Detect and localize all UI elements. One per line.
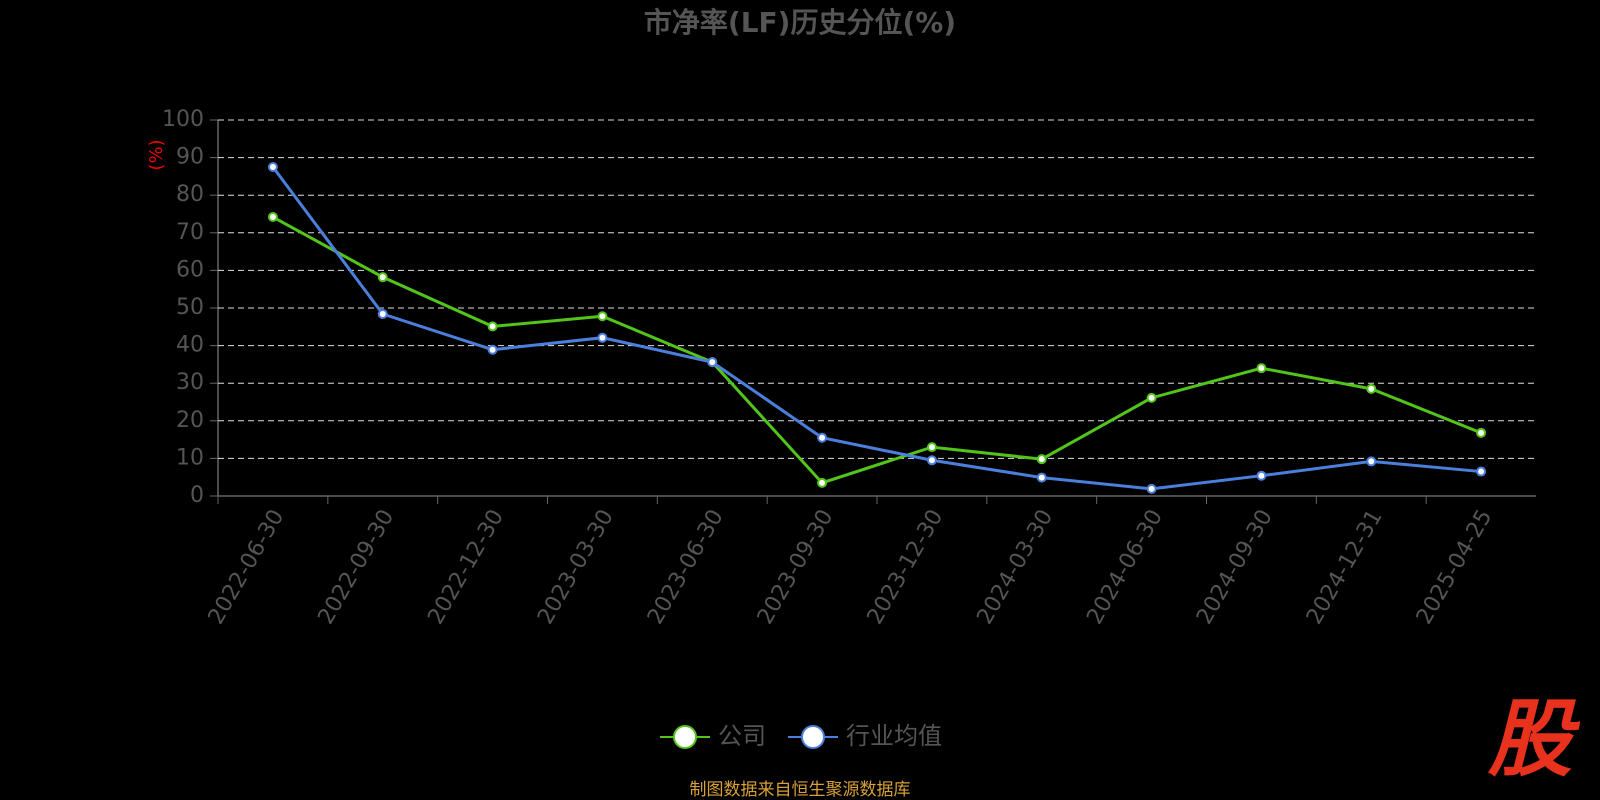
legend-label: 行业均值: [846, 722, 942, 750]
chart-title: 市净率(LF)历史分位(%): [644, 6, 956, 39]
source-note: 制图数据来自恒生聚源数据库: [690, 780, 911, 800]
x-tick-label: 2023-03-30: [533, 506, 619, 629]
legend-marker: [673, 725, 697, 749]
x-tick-label: 2024-06-30: [1082, 506, 1168, 629]
data-point: [1036, 454, 1047, 465]
y-tick-label: 70: [176, 220, 204, 245]
x-tick-label: 2025-04-25: [1412, 506, 1498, 629]
data-point: [267, 162, 278, 172]
y-tick-label: 60: [176, 257, 204, 282]
y-tick-label: 10: [176, 445, 204, 470]
x-tick-label: 2022-06-30: [204, 506, 290, 629]
y-axis-label: (%): [146, 139, 167, 170]
data-point: [597, 311, 608, 322]
data-point: [1146, 483, 1157, 494]
series-line: [272, 215, 1482, 485]
data-point: [1146, 392, 1157, 403]
y-tick-label: 100: [162, 107, 204, 132]
data-point: [597, 332, 608, 343]
x-tick-label: 2022-12-30: [423, 506, 509, 629]
legend-marker: [801, 725, 825, 749]
data-point: [926, 455, 937, 466]
x-tick-label: 2022-09-30: [314, 506, 400, 629]
y-tick-label: 20: [176, 408, 204, 433]
data-point: [1256, 470, 1267, 481]
x-tick-label: 2023-12-30: [863, 506, 949, 629]
data-point: [817, 477, 828, 488]
y-tick-label: 30: [176, 370, 204, 395]
y-tick-label: 40: [176, 333, 204, 358]
x-tick-label: 2023-06-30: [643, 506, 729, 629]
data-point: [1366, 456, 1377, 467]
watermark: 股: [1487, 690, 1581, 788]
series-line: [271, 166, 1482, 491]
data-point: [1476, 427, 1487, 438]
data-point: [377, 309, 388, 320]
y-tick-label: 50: [176, 295, 204, 320]
data-point: [1256, 363, 1267, 374]
data-point: [1366, 383, 1377, 394]
x-tick-label: 2024-03-30: [973, 506, 1059, 629]
data-point: [817, 432, 828, 443]
data-point: [377, 272, 388, 283]
data-point: [707, 357, 718, 368]
x-tick-label: 2023-09-30: [753, 506, 839, 629]
x-tick-label: 2024-12-31: [1302, 506, 1388, 629]
y-tick-label: 90: [176, 145, 204, 170]
data-point: [487, 321, 498, 332]
data-point: [487, 344, 498, 355]
data-point: [1036, 472, 1047, 483]
data-point: [267, 212, 278, 223]
data-point: [1476, 466, 1487, 477]
y-tick-label: 80: [176, 182, 204, 207]
x-tick-label: 2024-09-30: [1192, 506, 1278, 629]
legend-label: 公司: [718, 722, 766, 750]
data-point: [926, 442, 937, 453]
y-tick-label: 0: [190, 483, 204, 508]
